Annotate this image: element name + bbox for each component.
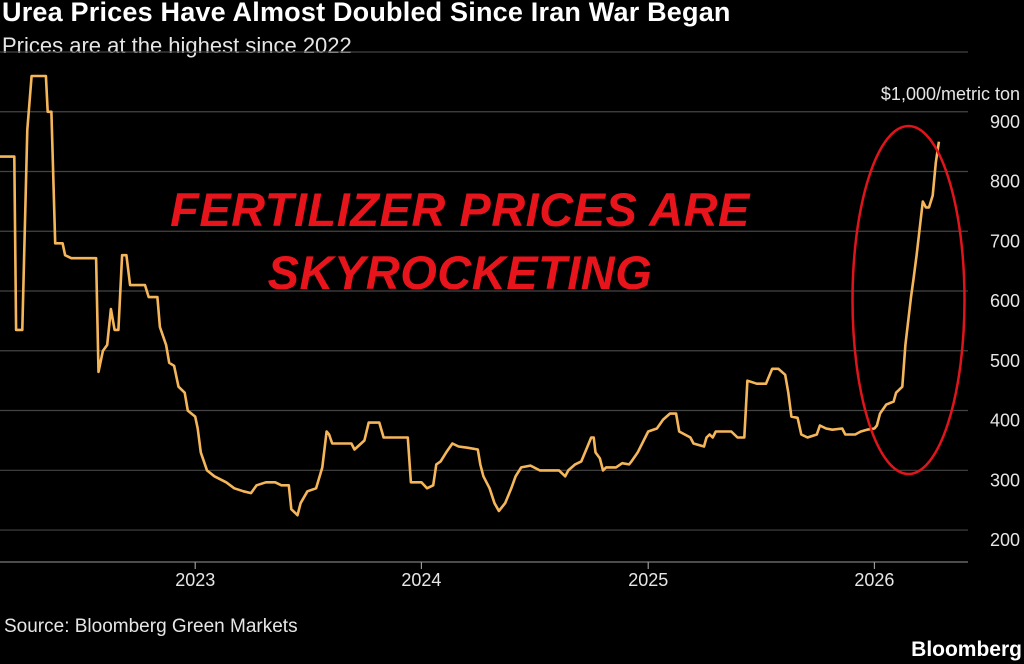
annotation-line-1: FERTILIZER PRICES ARE bbox=[170, 183, 750, 236]
y-tick-label-200: 200 bbox=[990, 530, 1020, 550]
x-axis: 2023 2024 2025 2026 bbox=[0, 561, 968, 590]
source-note: Source: Bloomberg Green Markets bbox=[4, 616, 298, 637]
chart-subtitle: Prices are at the highest since 2022 bbox=[2, 33, 352, 58]
y-gridlines bbox=[0, 51, 968, 531]
urea-price-series bbox=[0, 74, 941, 517]
chart-title: Urea Prices Have Almost Doubled Since Ir… bbox=[2, 0, 731, 27]
y-tick-label-300: 300 bbox=[990, 470, 1020, 490]
bloomberg-logo: Bloomberg bbox=[911, 638, 1022, 661]
skyrocketing-annotation: FERTILIZER PRICES ARE SKYROCKETING bbox=[140, 178, 780, 304]
y-tick-label-900: 900 bbox=[990, 112, 1020, 132]
y-tick-label-400: 400 bbox=[990, 411, 1020, 431]
recent-spike-highlight bbox=[851, 124, 966, 476]
x-tick-label-2026: 2026 bbox=[854, 570, 894, 590]
y-tick-label-600: 600 bbox=[990, 291, 1020, 311]
highlight-ellipse bbox=[851, 124, 966, 476]
y-tick-label-800: 800 bbox=[990, 172, 1020, 192]
x-tick-label-2024: 2024 bbox=[401, 570, 441, 590]
annotation-line-2: SKYROCKETING bbox=[267, 246, 653, 299]
series-line-0 bbox=[0, 74, 941, 517]
x-tick-label-2023: 2023 bbox=[175, 570, 215, 590]
x-tick-label-2025: 2025 bbox=[628, 570, 668, 590]
y-axis-tick-labels: 200 300 400 500 600 700 800 900 bbox=[990, 112, 1020, 550]
y-tick-label-700: 700 bbox=[990, 231, 1020, 251]
y-axis-unit-label: $1,000/metric ton bbox=[880, 84, 1020, 104]
y-tick-label-500: 500 bbox=[990, 351, 1020, 371]
